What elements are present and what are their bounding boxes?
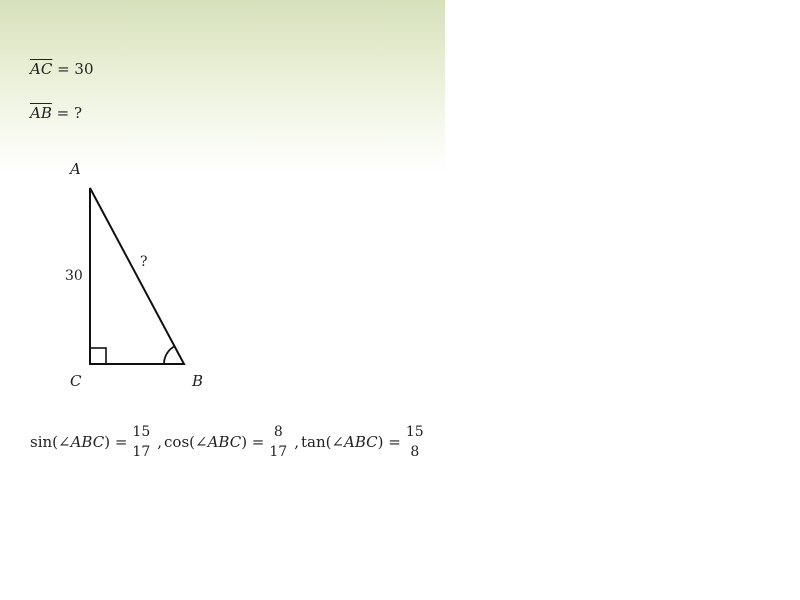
cos-suffix: ) = [241, 433, 265, 451]
cos-fraction: 8 17 [269, 422, 287, 462]
tan-denominator: 8 [410, 444, 420, 460]
segment-ac: AC [30, 60, 53, 78]
right-angle-marker [89, 347, 107, 365]
angle-b-arc [163, 345, 176, 365]
cos-numerator: 8 [273, 424, 283, 440]
tan-angle: ∠ABC [331, 433, 378, 451]
separator: , [294, 433, 299, 451]
side-ac-length: 30 [65, 268, 83, 284]
given-ab-value: = ? [56, 104, 83, 122]
tan-fraction: 15 8 [406, 422, 424, 462]
sin-angle: ∠ABC [58, 433, 105, 451]
given-ac: AC = 30 [30, 60, 94, 78]
triangle-shape [89, 187, 186, 365]
segment-ab: AB [30, 104, 52, 122]
cos-angle: ∠ABC [195, 433, 242, 451]
separator: , [157, 433, 163, 451]
cos-denominator: 17 [269, 444, 288, 460]
tan-prefix: tan( [301, 433, 332, 451]
trig-ratios: sin(∠ABC) = 15 17 , cos(∠ABC) = 8 17 , t… [30, 422, 429, 462]
sin-fraction: 15 17 [132, 422, 150, 462]
right-triangle-figure: A C B 30 ? [65, 160, 203, 390]
hypotenuse-unknown: ? [140, 254, 148, 270]
vertex-b-label: B [191, 372, 203, 390]
sin-numerator: 15 [132, 424, 151, 440]
cos-prefix: cos( [164, 433, 195, 451]
sin-denominator: 17 [132, 444, 151, 460]
tan-numerator: 15 [405, 424, 424, 440]
given-ab: AB = ? [30, 104, 82, 122]
vertex-c-label: C [70, 372, 82, 390]
sin-prefix: sin( [30, 433, 59, 451]
tan-suffix: ) = [377, 433, 401, 451]
sin-suffix: ) = [104, 433, 128, 451]
given-ac-value: = 30 [57, 60, 94, 78]
gradient-panel [0, 0, 445, 600]
vertex-a-label: A [68, 160, 81, 178]
